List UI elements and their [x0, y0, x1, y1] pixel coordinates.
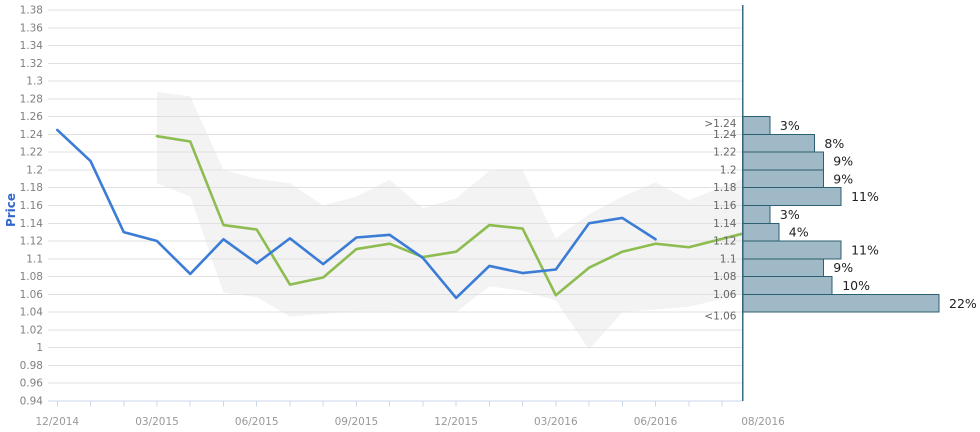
y-axis-tick-label: 1: [36, 342, 43, 354]
y-axis-tick-label: 1.22: [20, 147, 43, 159]
histogram-bar: [742, 169, 824, 189]
x-axis-tick-label: 08/2016: [741, 416, 785, 428]
y-axis-tick-label: 1.36: [20, 22, 44, 34]
histogram-bar: [742, 240, 842, 260]
histogram-pct-label: 9%: [833, 154, 853, 169]
histogram-level-label: 1.2: [720, 164, 737, 176]
histogram-pct-label: 11%: [851, 189, 879, 204]
y-axis-tick-label: 1.24: [20, 129, 44, 141]
y-axis-tick-label: 1.14: [20, 218, 44, 230]
y-axis-tick-label: 1.26: [20, 111, 44, 123]
histogram-pct-label: 9%: [833, 260, 853, 275]
histogram-bar: [742, 222, 780, 242]
y-axis-tick-label: 1.34: [20, 40, 44, 52]
y-axis-tick-label: 1.04: [20, 307, 44, 319]
x-axis-tick-label: 09/2015: [335, 416, 379, 428]
y-axis-title: Price: [4, 193, 18, 227]
histogram-bar: [742, 293, 940, 313]
y-axis-tick-label: 0.94: [20, 396, 44, 408]
histogram-level-label: 1.14: [713, 218, 737, 230]
histogram-pct-label: 8%: [824, 136, 844, 151]
histogram-level-label: 1.06: [713, 289, 737, 301]
histogram-bar: [742, 276, 833, 295]
histogram-pct-label: 10%: [842, 278, 870, 293]
y-axis-tick-label: 1.12: [20, 236, 43, 248]
x-axis-tick-label: 03/2016: [534, 416, 578, 428]
price-history-line: [55, 128, 657, 300]
x-axis-tick-label: 03/2015: [135, 416, 179, 428]
y-axis-tick-label: 1.16: [20, 200, 44, 212]
histogram-pct-label: 3%: [780, 118, 800, 133]
histogram-pct-label: 22%: [949, 296, 977, 311]
histogram-bar: [742, 116, 771, 135]
histogram-bar: [742, 187, 842, 207]
y-axis-tick-label: 0.96: [20, 378, 44, 390]
histogram-level-label: 1.1: [720, 253, 737, 265]
histogram-level-label: 1.08: [713, 271, 736, 283]
x-axis-tick-label: 12/2014: [35, 416, 79, 428]
histogram-bar: [742, 151, 824, 171]
histogram-bar: [742, 258, 824, 278]
y-axis-tick-label: 1.28: [20, 93, 43, 105]
y-axis-tick-label: 1.06: [20, 289, 44, 301]
histogram-pct-label: 11%: [851, 242, 879, 257]
x-axis-tick-label: 06/2016: [634, 416, 678, 428]
histogram-bar: [742, 133, 815, 153]
histogram-level-label: 1.18: [713, 182, 736, 194]
y-axis-tick-label: 1.3: [26, 76, 43, 88]
histogram-pct-label: 9%: [833, 171, 853, 186]
histogram-level-label: 1.22: [713, 147, 736, 159]
histogram-pct-label: 3%: [780, 207, 800, 222]
histogram-level-label: >1.24: [704, 118, 736, 130]
y-axis-tick-label: 0.98: [20, 360, 43, 372]
histogram-level-label: <1.06: [704, 311, 736, 323]
histogram-level-label: 1.12: [713, 236, 736, 248]
y-axis-tick-label: 1.02: [20, 324, 43, 336]
x-axis-tick-label: 12/2015: [434, 416, 478, 428]
y-axis-tick-label: 1.1: [26, 253, 43, 265]
histogram-bar: [742, 205, 771, 224]
histogram-level-label: 1.24: [713, 129, 737, 141]
y-axis-tick-label: 1.08: [20, 271, 43, 283]
forecast-average-line: [155, 134, 743, 297]
y-axis-tick-label: 1.38: [20, 5, 43, 17]
histogram-level-label: 1.16: [713, 200, 737, 212]
forecast-range-band: [157, 91, 743, 350]
y-axis-tick-label: 1.2: [26, 164, 43, 176]
y-axis-tick-label: 1.18: [20, 182, 43, 194]
y-axis-tick-label: 1.32: [20, 58, 43, 70]
histogram-pct-label: 4%: [789, 225, 809, 240]
x-axis-tick-label: 06/2015: [235, 416, 279, 428]
